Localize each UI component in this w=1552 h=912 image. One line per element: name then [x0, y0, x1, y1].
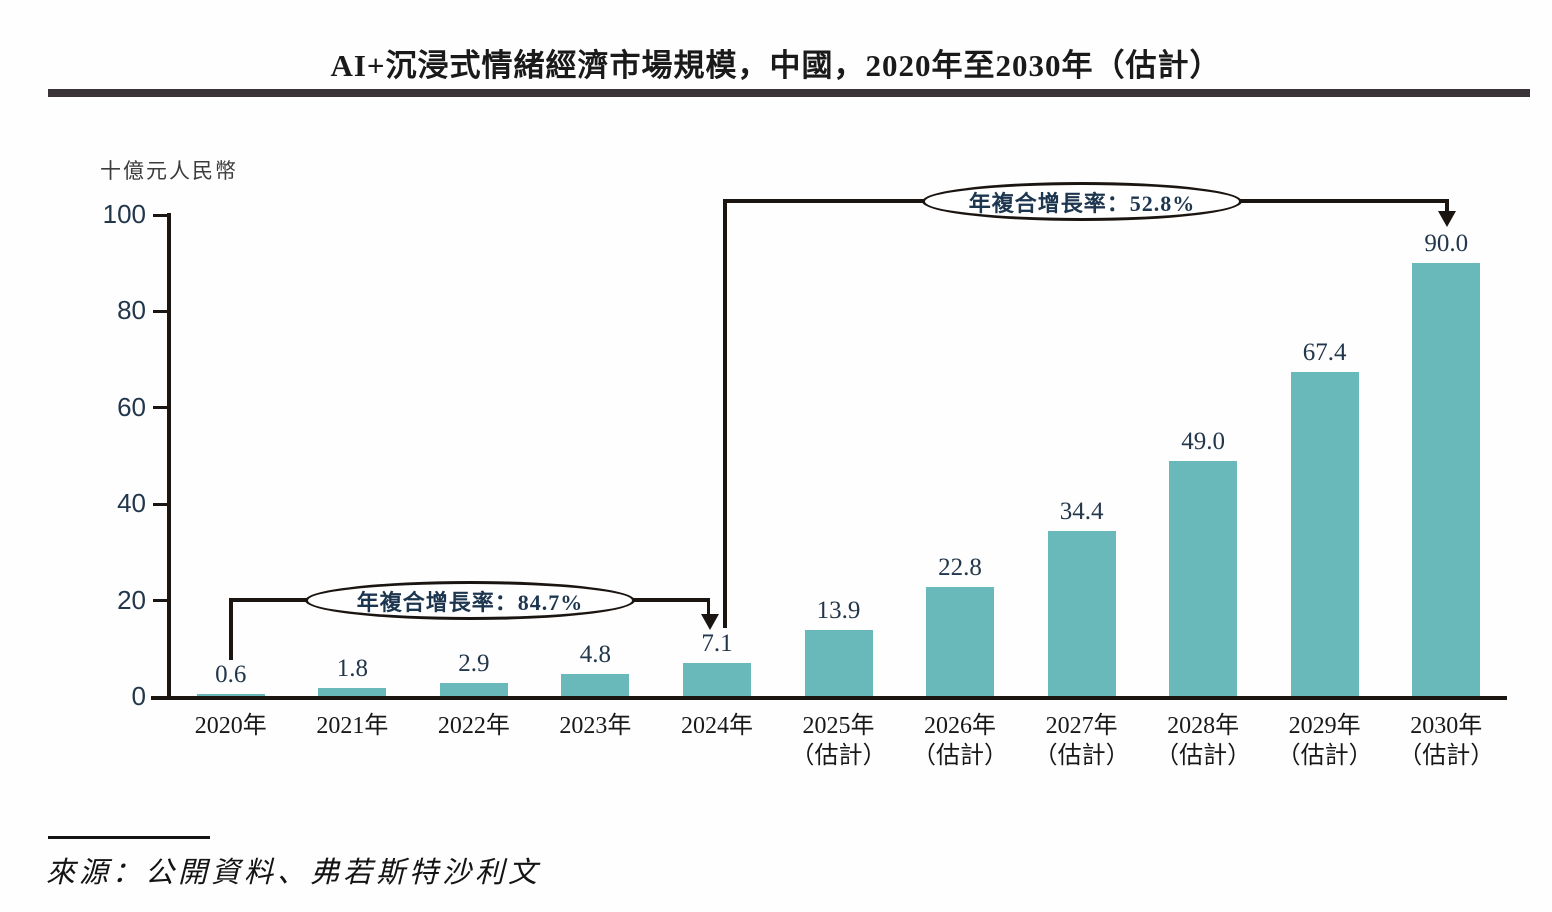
- bar-2021: [318, 688, 387, 697]
- x-axis-label-2030: 2030年 （估計）: [1398, 713, 1495, 769]
- cagr1-bracket-left-line: [229, 598, 233, 660]
- bar-value-label-2025: 13.9: [816, 597, 861, 624]
- bar-2024: [682, 662, 751, 697]
- bar-value-label-2028: 49.0: [1181, 427, 1225, 455]
- cagr2-annotation-bubble: 年複合增長率：52.8%: [922, 182, 1242, 221]
- bar-value-label-2021: 1.8: [336, 655, 368, 683]
- cagr1-annotation-bubble: 年複合增長率：84.7%: [305, 581, 635, 620]
- y-axis-tick: [153, 502, 167, 506]
- y-tick-label: 40: [117, 488, 146, 519]
- y-axis-line: [167, 213, 171, 700]
- cagr2-bracket-left-line: [723, 199, 727, 628]
- y-axis-tick: [153, 309, 167, 313]
- x-axis-label-2029: 2029年 （估計）: [1276, 713, 1373, 769]
- cagr1-arrow-down-icon: [701, 614, 719, 630]
- x-axis-label-2026: 2026年 （估計）: [912, 713, 1009, 769]
- x-axis-line: [151, 696, 1507, 700]
- bar-2027: [1047, 531, 1116, 697]
- y-axis-unit-label: 十億元人民幣: [100, 159, 238, 183]
- x-axis-label-2025: 2025年 （估計）: [790, 713, 887, 769]
- bar-value-label-2027: 34.4: [1059, 498, 1104, 526]
- cagr2-annotation-label: 年複合增長率：52.8%: [968, 190, 1196, 216]
- cagr1-annotation-label: 年複合增長率：84.7%: [356, 589, 584, 615]
- x-axis-label-2021: 2021年: [316, 713, 389, 739]
- bar-value-label-2024: 7.1: [701, 629, 733, 657]
- x-axis-label-2023: 2023年: [559, 713, 632, 739]
- bar-2026: [926, 587, 995, 697]
- title-divider-rule: [48, 89, 1530, 97]
- bar-2028: [1169, 460, 1238, 697]
- y-tick-label: 60: [117, 391, 146, 422]
- bar-value-label-2022: 2.9: [458, 650, 490, 678]
- chart-title: AI+沉浸式情緒經濟市場規模，中國，2020年至2030年（估計）: [330, 48, 1222, 83]
- bar-2025: [804, 630, 873, 697]
- bar-value-label-2023: 4.8: [579, 640, 612, 668]
- bar-value-label-2020: 0.6: [215, 661, 247, 689]
- y-axis-tick: [153, 213, 167, 217]
- bar-2029: [1290, 372, 1359, 697]
- source-divider-rule: [48, 836, 210, 839]
- cagr2-arrow-down-icon: [1438, 211, 1456, 227]
- cagr1-arrow-stub: [706, 598, 710, 616]
- y-tick-label: 0: [131, 681, 146, 711]
- y-tick-label: 80: [117, 295, 146, 326]
- x-axis-label-2027: 2027年 （估計）: [1033, 713, 1130, 769]
- x-axis-label-2024: 2024年: [680, 713, 753, 739]
- bar-value-label-2030: 90.0: [1424, 230, 1469, 258]
- bar-2020: [196, 694, 265, 697]
- cagr2-arrow-stub: [1445, 199, 1449, 212]
- bar-2022: [439, 683, 508, 697]
- x-axis-label-2028: 2028年 （估計）: [1155, 713, 1252, 769]
- source-text: 來源：公開資料、弗若斯特沙利文: [46, 857, 542, 889]
- bar-value-label-2029: 67.4: [1302, 339, 1347, 367]
- y-axis-tick: [153, 599, 167, 603]
- x-axis-label-2020: 2020年: [194, 713, 267, 739]
- y-tick-label: 20: [117, 584, 146, 615]
- x-axis-label-2022: 2022年: [437, 713, 510, 739]
- bar-2023: [561, 673, 630, 697]
- y-axis-tick: [153, 406, 167, 410]
- bar-2030: [1412, 263, 1481, 697]
- bar-value-label-2026: 22.8: [938, 554, 982, 582]
- y-tick-label: 100: [102, 199, 146, 229]
